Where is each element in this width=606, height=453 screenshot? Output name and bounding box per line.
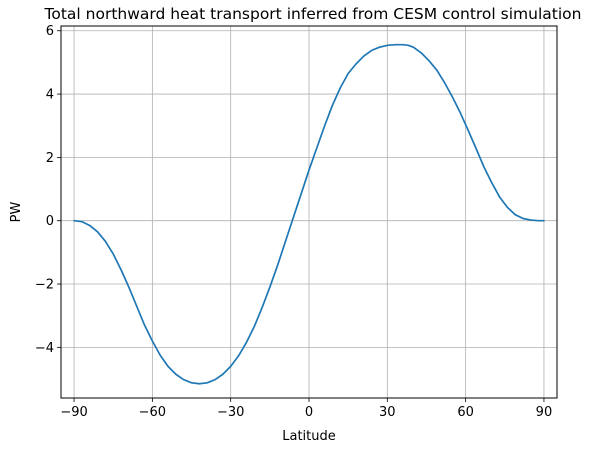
x-axis-label: Latitude xyxy=(282,429,336,444)
x-tick-label: 30 xyxy=(379,405,396,420)
chart-title: Total northward heat transport inferred … xyxy=(44,5,582,23)
y-tick-label: 2 xyxy=(46,151,54,166)
y-tick-label: −4 xyxy=(35,341,54,356)
x-tick-label: −60 xyxy=(139,405,166,420)
y-axis-label: PW xyxy=(9,202,24,223)
x-tick-label: −90 xyxy=(60,405,87,420)
x-tick-label: 90 xyxy=(536,405,553,420)
y-tick-label: 6 xyxy=(46,24,54,39)
x-tick-label: 0 xyxy=(305,405,313,420)
y-tick-label: 4 xyxy=(46,88,54,103)
y-axis-ticks: −4 −2 0 2 4 6 xyxy=(35,24,61,356)
x-tick-label: −30 xyxy=(217,405,244,420)
y-tick-label: 0 xyxy=(46,214,54,229)
grid xyxy=(61,26,557,398)
series-line xyxy=(73,43,545,385)
y-tick-label: −2 xyxy=(35,278,54,293)
plot-lines xyxy=(73,43,545,385)
x-tick-label: 60 xyxy=(457,405,474,420)
x-axis-ticks: −90 −60 −30 0 30 60 90 xyxy=(60,398,552,420)
